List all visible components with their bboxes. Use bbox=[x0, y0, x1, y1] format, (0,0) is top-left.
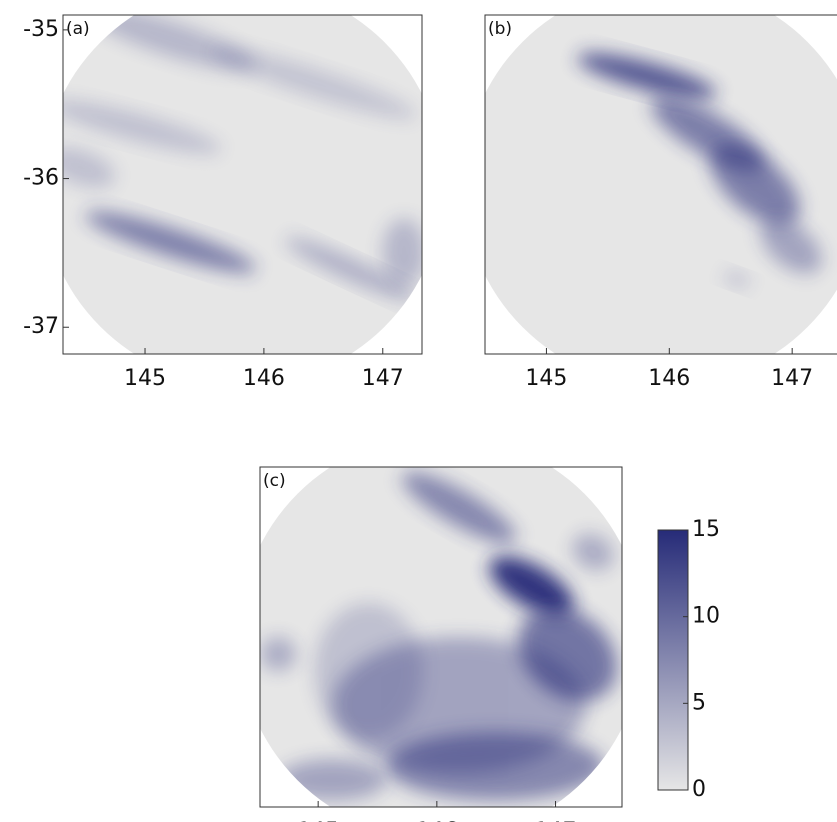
radar-field bbox=[260, 467, 622, 807]
colorbar-tick-label: 5 bbox=[692, 690, 706, 715]
rain-area bbox=[260, 637, 297, 671]
panel bbox=[485, 15, 837, 354]
rain-area bbox=[402, 472, 517, 544]
panel bbox=[63, 15, 422, 354]
x-tick-label: 145 bbox=[525, 366, 567, 391]
panel-label: (a) bbox=[66, 19, 90, 39]
rain-area bbox=[386, 732, 604, 801]
rain-area bbox=[211, 47, 417, 119]
panel-label: (b) bbox=[488, 19, 512, 39]
rain-area bbox=[710, 144, 800, 225]
y-tick-label: -36 bbox=[23, 166, 59, 191]
rain-area bbox=[382, 218, 422, 287]
rain-area bbox=[577, 53, 717, 99]
rain-area bbox=[314, 603, 423, 739]
radar-field bbox=[485, 15, 837, 354]
rain-area bbox=[489, 556, 574, 616]
colorbar-tick-label: 0 bbox=[692, 777, 706, 802]
x-tick-label: 147 bbox=[535, 819, 577, 822]
x-tick-label: 146 bbox=[243, 366, 285, 391]
x-tick-label: 146 bbox=[648, 366, 690, 391]
x-tick-label: 147 bbox=[771, 366, 813, 391]
colorbar bbox=[657, 529, 689, 791]
x-tick-label: 145 bbox=[124, 366, 166, 391]
rain-area bbox=[284, 237, 416, 301]
colorbar-tick-label: 10 bbox=[692, 604, 720, 629]
rain-area bbox=[723, 271, 751, 288]
rain-area bbox=[63, 100, 222, 154]
rain-area bbox=[63, 147, 116, 188]
rain-area bbox=[572, 533, 614, 571]
rain-area bbox=[278, 759, 387, 801]
x-tick-label: 145 bbox=[297, 819, 339, 822]
rain-area bbox=[760, 217, 822, 274]
colorbar-tick-label: 15 bbox=[692, 517, 720, 542]
x-tick-label: 146 bbox=[416, 819, 458, 822]
panel-label: (c) bbox=[263, 471, 286, 491]
plot-frame bbox=[259, 466, 623, 808]
y-tick-label: -37 bbox=[23, 314, 59, 339]
plot-frame bbox=[484, 14, 837, 355]
plot-frame bbox=[62, 14, 423, 355]
y-tick-label: -35 bbox=[23, 17, 59, 42]
rain-area bbox=[85, 211, 257, 273]
radar-field bbox=[63, 15, 422, 354]
radar-background bbox=[63, 15, 422, 354]
rain-area bbox=[85, 15, 257, 71]
x-tick-label: 147 bbox=[362, 366, 404, 391]
panel bbox=[260, 467, 622, 807]
